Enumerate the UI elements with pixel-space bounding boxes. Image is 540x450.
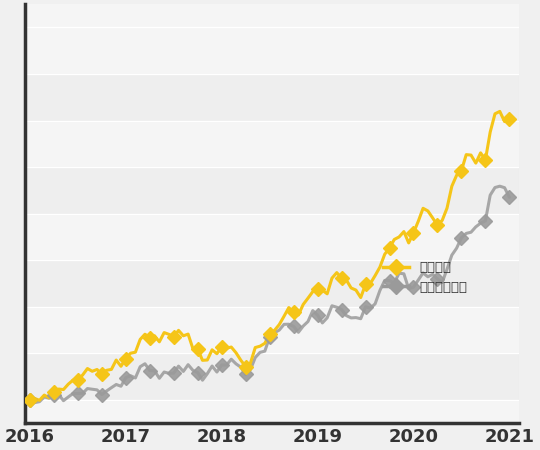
Bar	[25, 74, 519, 121]
Bar	[25, 167, 519, 214]
Bar	[25, 260, 519, 306]
Bar	[25, 353, 519, 400]
Legend: ファンド, ベンチマーク: ファンド, ベンチマーク	[377, 256, 473, 299]
